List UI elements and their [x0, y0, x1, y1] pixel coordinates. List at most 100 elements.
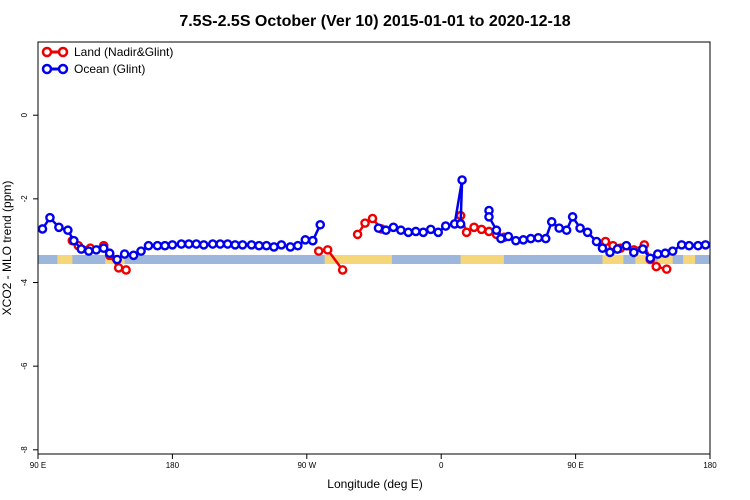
data-point: [693, 240, 703, 251]
data-point: [554, 223, 564, 233]
data-point: [605, 247, 615, 258]
data-point: [198, 240, 209, 250]
data-point: [540, 233, 551, 244]
data-point: [684, 240, 694, 251]
data-point: [176, 239, 187, 249]
data-point: [191, 239, 202, 249]
data-point: [63, 225, 73, 236]
data-point: [484, 212, 494, 222]
data-point: [667, 246, 678, 256]
data-point: [700, 240, 711, 250]
legend-marker: [57, 63, 69, 75]
data-point: [433, 227, 444, 238]
chart-title: 7.5S-2.5S October (Ver 10) 2015-01-01 to…: [179, 13, 570, 30]
data-point: [76, 244, 87, 254]
data-point: [411, 226, 421, 237]
x-tick-label: 0: [439, 461, 444, 470]
data-point: [315, 219, 326, 230]
data-point: [546, 217, 557, 227]
x-tick-label: 90 W: [297, 461, 316, 470]
data-point: [511, 235, 521, 246]
legend-marker: [41, 46, 53, 58]
data-point: [597, 243, 608, 254]
land-mask-segment: [657, 255, 673, 265]
data-point: [322, 245, 333, 255]
data-point: [167, 240, 178, 250]
data-point: [230, 240, 240, 250]
data-point: [313, 246, 324, 256]
data-point: [476, 224, 487, 235]
data-point: [496, 233, 506, 244]
data-point: [269, 242, 279, 252]
land-mask-segment: [460, 255, 504, 265]
series-layer: [37, 175, 711, 275]
data-point: [246, 240, 257, 250]
legend-marker: [41, 63, 53, 75]
data-point: [293, 240, 303, 251]
data-point: [128, 250, 139, 261]
data-point: [645, 253, 656, 264]
y-tick-label: -4: [20, 278, 29, 286]
data-point: [638, 244, 648, 254]
data-point: [360, 218, 370, 228]
data-point: [69, 235, 79, 246]
data-point: [184, 239, 194, 249]
x-tick-label: 90 E: [567, 461, 583, 470]
data-point: [567, 212, 578, 222]
data-point: [222, 239, 233, 249]
data-point: [367, 213, 378, 224]
data-point: [98, 243, 109, 254]
y-tick-label: -6: [20, 362, 29, 370]
data-point: [629, 247, 639, 258]
data-point: [652, 249, 663, 259]
data-point: [83, 246, 94, 256]
x-tick-label: 90 E: [30, 461, 46, 470]
x-axis: 90 E 180 90 W 0 90 E 180: [30, 454, 717, 470]
data-point: [113, 263, 124, 273]
data-point: [261, 240, 272, 251]
legend-entry-ocean: Ocean (Glint): [41, 62, 145, 76]
data-point: [440, 221, 451, 231]
data-point: [561, 225, 572, 236]
series-ocean: [37, 175, 711, 265]
data-point: [37, 224, 48, 234]
x-axis-label: Longitude (deg E): [327, 477, 422, 491]
data-point: [491, 225, 502, 236]
data-point: [307, 235, 318, 246]
y-axis: 0 -2 -4 -6 -8: [20, 112, 38, 453]
data-point: [276, 240, 287, 250]
data-point: [119, 249, 130, 259]
data-point: [352, 229, 363, 240]
data-point: [215, 239, 225, 249]
data-point: [526, 233, 536, 244]
data-point: [300, 235, 311, 245]
data-point: [91, 245, 102, 255]
data-point: [418, 227, 429, 238]
data-point: [104, 248, 115, 259]
legend: Land (Nadir&Glint) Ocean (Glint): [41, 45, 173, 76]
x-tick-label: 180: [703, 461, 717, 470]
data-point: [254, 240, 264, 251]
data-point: [136, 246, 146, 256]
land-mask-segment: [57, 255, 73, 265]
y-axis-label: XCO2 - MLO trend (ppm): [0, 181, 14, 316]
data-point: [661, 264, 672, 274]
data-point: [575, 223, 585, 233]
data-point: [533, 232, 544, 243]
data-point: [660, 248, 671, 259]
data-point: [373, 223, 384, 233]
legend-label-ocean: Ocean (Glint): [74, 62, 145, 76]
data-point: [676, 240, 687, 250]
data-point: [582, 227, 593, 238]
land-mask-segment: [683, 255, 696, 265]
data-point: [285, 242, 296, 252]
data-point: [207, 239, 218, 249]
data-point: [54, 222, 64, 233]
data-point: [651, 261, 662, 272]
data-point: [121, 265, 131, 275]
data-point: [152, 240, 163, 251]
data-point: [388, 222, 399, 233]
data-point: [425, 224, 436, 235]
data-point: [469, 222, 479, 233]
